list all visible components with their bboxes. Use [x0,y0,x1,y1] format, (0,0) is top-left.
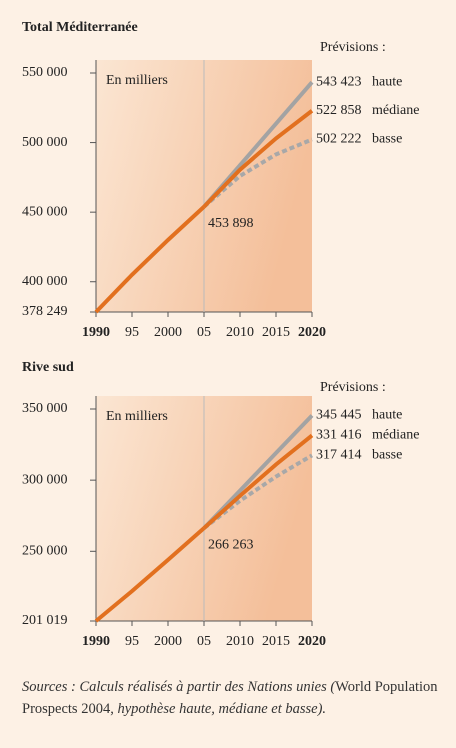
y-tick-label: 500 000 [22,135,68,150]
x-tick-label: 2020 [298,634,326,649]
annotation: En milliers [106,409,168,424]
x-tick-label: 2010 [226,325,254,340]
value-label: 345 445 [316,408,362,423]
x-tick-label: 95 [125,634,139,649]
x-tick-label: 1990 [82,634,110,649]
x-tick-label: 2010 [226,634,254,649]
series-name: haute [372,74,402,89]
x-tick-label: 05 [197,325,211,340]
series-line [202,109,314,209]
series-line [202,433,314,530]
series-line [202,137,313,209]
x-tick-label: 2000 [154,634,182,649]
source: Sources : Calculs réalisés à partir des … [22,676,442,720]
y-tick-label: 550 000 [22,65,68,80]
series-name: basse [372,448,402,463]
series-line [202,453,314,530]
source-part: Sources : Calculs réalisés à partir des … [22,679,336,695]
subtitle: Prévisions : [320,40,386,55]
y-tick-label: 250 000 [22,544,68,559]
chart-title: Total Méditerranée [22,20,138,35]
y-tick-label: 350 000 [22,401,68,416]
x-tick-label: 2015 [262,325,290,340]
value-label: 266 263 [208,537,254,552]
y-tick-label: 450 000 [22,204,68,219]
value-label: 317 414 [316,448,362,463]
series-name: basse [372,132,402,147]
x-tick-label: 2020 [298,325,326,340]
x-tick-label: 1990 [82,325,110,340]
y-tick-label: 300 000 [22,472,68,487]
x-tick-label: 2000 [154,325,182,340]
source-part: hypothèse haute, médiane et basse). [117,701,327,717]
series-name: haute [372,408,402,423]
series-line [94,205,206,314]
chart-title: Rive sud [22,360,74,375]
y-tick-label: 378 249 [22,304,68,319]
series-line [94,526,206,623]
value-label: 453 898 [208,216,254,231]
subtitle: Prévisions : [320,380,386,395]
value-label: 522 858 [316,103,362,118]
x-tick-label: 05 [197,634,211,649]
charts: Total Méditerranée Prévisions : En millier… [22,20,419,649]
y-tick-label: 400 000 [22,274,68,289]
annotation: En milliers [106,73,168,88]
value-label: 543 423 [316,74,362,89]
y-tick-label: 201 019 [22,613,68,628]
source-part: World Population Prospects 2004, [22,679,438,717]
series-name: médiane [372,428,419,443]
x-tick-label: 2015 [262,634,290,649]
x-tick-label: 95 [125,325,139,340]
value-label: 331 416 [316,428,362,443]
series-name: médiane [372,103,419,118]
value-label: 502 222 [316,132,362,147]
